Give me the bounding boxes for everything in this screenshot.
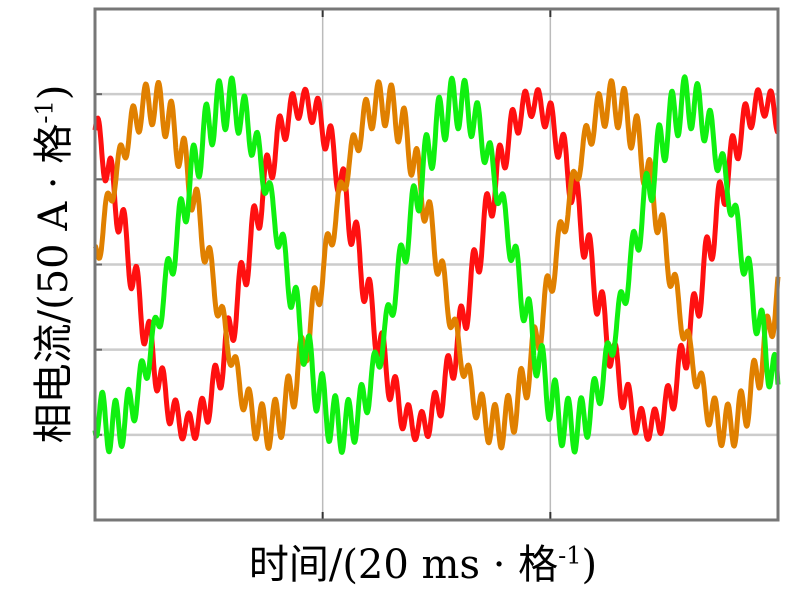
y-axis-label: 相电流/(50 A · 格-1) [30,84,77,444]
traces [92,74,781,455]
trace-phase-b [92,78,781,451]
x-axis-label: 时间/(20 ms · 格-1) [248,541,598,588]
trace-phase-a [92,86,780,443]
trace-phase-c [92,74,781,455]
plot-frame [93,7,780,522]
